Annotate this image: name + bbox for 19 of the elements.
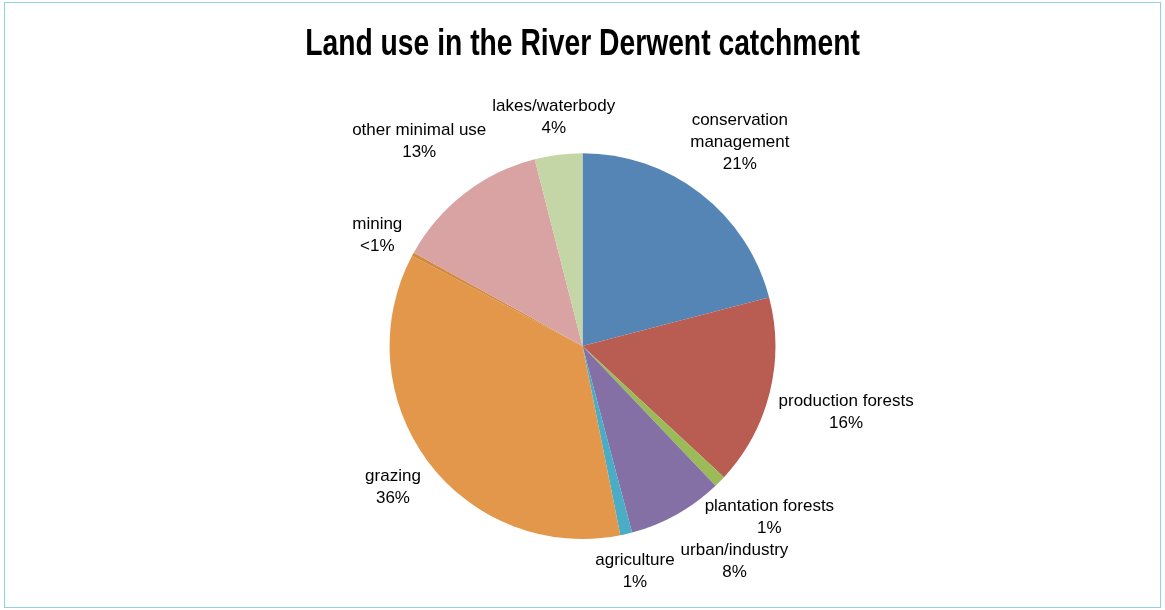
slice-label: mining: [352, 213, 403, 233]
slice-label: urban/industry: [680, 539, 789, 559]
data-label: 1%: [757, 517, 782, 537]
slice-label: other minimal use: [352, 119, 487, 139]
slice-label: plantation forests: [704, 495, 835, 515]
slice-label: agriculture: [595, 550, 675, 570]
slice-label: conservation management: [690, 110, 790, 152]
data-label: 4%: [541, 118, 566, 138]
data-label: 36%: [375, 488, 410, 508]
data-label: 21%: [722, 154, 757, 174]
slice-label: production forests: [778, 390, 914, 410]
slice-label: lakes/waterbody: [492, 96, 616, 116]
data-label: 16%: [829, 412, 864, 432]
data-label: <1%: [360, 235, 395, 255]
slice-label: grazing: [365, 466, 421, 486]
chart-title: Land use in the River Derwent catchment: [305, 22, 861, 63]
data-label: 8%: [722, 561, 747, 581]
data-label: 1%: [622, 572, 648, 592]
data-label: 13%: [402, 141, 437, 161]
